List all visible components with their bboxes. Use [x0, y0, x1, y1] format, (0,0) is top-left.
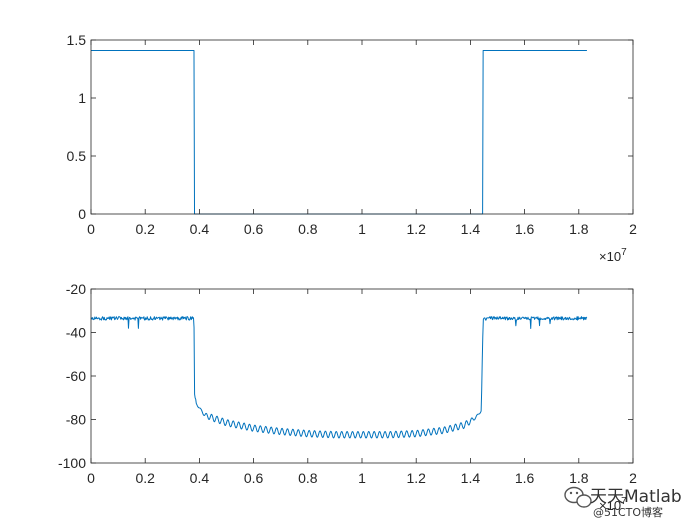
chart0-y-tick-label: 0.5 — [67, 148, 87, 164]
chart0-x-tick-label: 0.2 — [135, 221, 155, 237]
chart1-y-tick-label: -20 — [66, 281, 86, 297]
chart1-y-tick-label: -60 — [66, 368, 86, 384]
chart0-axes-box — [90, 39, 634, 215]
chart1-x-tick-label: 0 — [87, 470, 95, 486]
chart1-y-tick-label: -100 — [58, 455, 86, 471]
top-subplot: 0 0.2 0.4 0.6 0.8 1 1.2 1.4 1.6 1.8 2 0 0.5 1 1.5 ×107 — [67, 32, 638, 264]
chart1-x-tick-label: 2 — [629, 470, 637, 486]
chart0-x-tick-label: 0.8 — [298, 221, 318, 237]
chart0-y-tick-label: 1 — [78, 90, 86, 106]
watermark-subtext: @51CTO博客 — [593, 505, 663, 519]
chart1-y-tick-label: -80 — [66, 412, 86, 428]
chart1-x-tick-label: 1.4 — [461, 470, 481, 486]
watermark-text: 天天Matlab — [590, 487, 682, 507]
chart0-y-tick-label: 0 — [78, 206, 86, 222]
chart0-x-tick-label: 0.6 — [244, 221, 264, 237]
chart1-y-tick-label: -40 — [66, 325, 86, 341]
chart0-series-line — [91, 49, 587, 215]
chart1-x-tick-label: 0.6 — [244, 470, 264, 486]
chart1-x-tick-label: 1.8 — [569, 470, 589, 486]
chart1-x-tick-label: 0.8 — [298, 470, 318, 486]
chart0-x-exponent-label: ×107 — [599, 247, 627, 264]
wechat-icon — [564, 486, 592, 508]
chart0-x-tick-label: 1.4 — [461, 221, 481, 237]
chart0-x-tick-label: 1.6 — [515, 221, 535, 237]
chart1-x-tick-label: 0.2 — [135, 470, 155, 486]
chart1-x-tick-label: 0.4 — [190, 470, 210, 486]
watermark: 天天Matlab @51CTO博客 — [564, 486, 682, 519]
chart1-x-tick-label: 1.6 — [515, 470, 535, 486]
chart0-x-tick-label: 2 — [629, 221, 637, 237]
chart1-x-tick-label: 1.2 — [406, 470, 426, 486]
chart0-x-tick-label: 1.8 — [569, 221, 589, 237]
bottom-subplot: 0 0.2 0.4 0.6 0.8 1 1.2 1.4 1.6 1.8 2 -100 -80 -60 -40… — [58, 281, 637, 513]
chart1-x-exponent-label: ×107 — [599, 496, 627, 513]
chart0-y-tick-label: 1.5 — [67, 32, 87, 48]
chart1-series-line — [90, 316, 588, 439]
chart0-x-tick-label: 1 — [358, 221, 366, 237]
chart0-x-tick-label: 1.2 — [406, 221, 426, 237]
chart1-axes-box — [90, 288, 634, 464]
chart1-x-tick-label: 1 — [358, 470, 366, 486]
chart0-x-tick-label: 0.4 — [190, 221, 210, 237]
chart0-x-tick-label: 0 — [87, 221, 95, 237]
